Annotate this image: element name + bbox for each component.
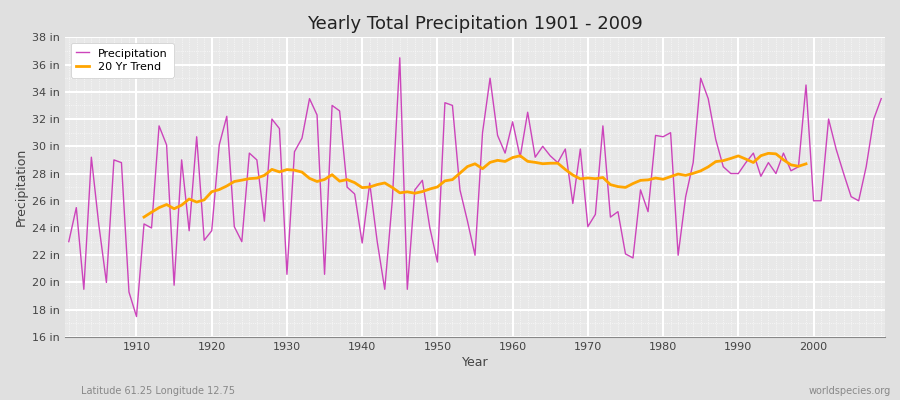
Precipitation bbox=[522, 110, 533, 115]
Text: Latitude 61.25 Longitude 12.75: Latitude 61.25 Longitude 12.75 bbox=[81, 386, 235, 396]
Line: Precipitation: Precipitation bbox=[68, 58, 881, 316]
20 Yr Trend bbox=[139, 215, 149, 220]
X-axis label: Year: Year bbox=[462, 356, 489, 369]
Precipitation bbox=[131, 314, 142, 319]
Precipitation bbox=[63, 239, 74, 244]
Text: worldspecies.org: worldspecies.org bbox=[809, 386, 891, 396]
Precipitation bbox=[876, 96, 886, 101]
20 Yr Trend bbox=[274, 170, 284, 174]
20 Yr Trend bbox=[725, 156, 736, 161]
Legend: Precipitation, 20 Yr Trend: Precipitation, 20 Yr Trend bbox=[70, 43, 174, 78]
Precipitation bbox=[515, 155, 526, 160]
20 Yr Trend bbox=[206, 189, 217, 194]
20 Yr Trend bbox=[477, 166, 488, 171]
20 Yr Trend bbox=[801, 162, 812, 166]
20 Yr Trend bbox=[763, 151, 774, 156]
Precipitation bbox=[613, 209, 624, 214]
Line: 20 Yr Trend: 20 Yr Trend bbox=[144, 153, 806, 217]
Precipitation bbox=[123, 290, 134, 294]
Precipitation bbox=[342, 185, 353, 190]
Title: Yearly Total Precipitation 1901 - 2009: Yearly Total Precipitation 1901 - 2009 bbox=[307, 15, 643, 33]
20 Yr Trend bbox=[394, 190, 405, 195]
Precipitation bbox=[297, 136, 308, 140]
Y-axis label: Precipitation: Precipitation bbox=[15, 148, 28, 226]
Precipitation bbox=[394, 55, 405, 60]
20 Yr Trend bbox=[221, 184, 232, 188]
